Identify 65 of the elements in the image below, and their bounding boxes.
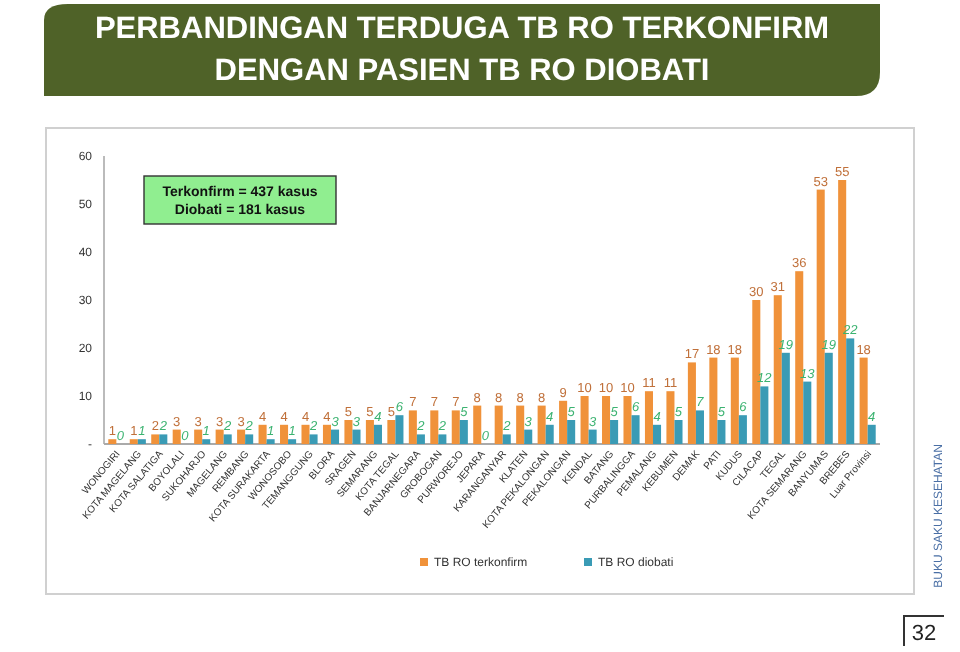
- bar: [473, 405, 482, 444]
- bar: [803, 381, 812, 444]
- bar: [258, 424, 267, 444]
- bar: [309, 434, 318, 444]
- bar: [408, 410, 417, 444]
- bar: [824, 352, 833, 444]
- bar: [580, 396, 589, 444]
- bar: [644, 391, 653, 444]
- bar: [653, 424, 662, 444]
- bar: [159, 434, 168, 444]
- bar: [738, 415, 747, 444]
- bar: [631, 415, 640, 444]
- bar: [223, 434, 232, 444]
- bar: [602, 396, 611, 444]
- chart-title: PERBANDINGAN TERDUGA TB RO TERKONFIRM DENGAN PASIEN TB RO DIOBATI: [94, 12, 830, 88]
- bar: [451, 410, 460, 444]
- bar: [322, 424, 331, 444]
- bar: [781, 352, 790, 444]
- bar: [537, 405, 546, 444]
- bar: [151, 434, 160, 444]
- bar: [773, 295, 782, 444]
- bar: [172, 429, 181, 444]
- bar: [352, 429, 361, 444]
- bar: [666, 391, 675, 444]
- bar: [301, 424, 310, 444]
- bar: [695, 410, 704, 444]
- bar: [610, 420, 619, 444]
- bar: [816, 189, 825, 444]
- bar: [674, 420, 683, 444]
- bar: [516, 405, 525, 444]
- bar: [344, 420, 353, 444]
- bar: [730, 357, 739, 444]
- bar: [502, 434, 511, 444]
- bar: [545, 424, 554, 444]
- bar: [331, 429, 340, 444]
- bar: [237, 429, 246, 444]
- bar: [438, 434, 447, 444]
- bar: [395, 415, 404, 444]
- bar: [245, 434, 254, 444]
- bar: [365, 420, 374, 444]
- bar: [567, 420, 576, 444]
- bar: [494, 405, 503, 444]
- bar: [717, 420, 726, 444]
- bar: [859, 357, 868, 444]
- bar: [760, 386, 769, 444]
- bar: [795, 271, 804, 444]
- bar: [280, 424, 289, 444]
- bar: [867, 424, 876, 444]
- bar: [623, 396, 632, 444]
- bar: [373, 424, 382, 444]
- bar: [430, 410, 439, 444]
- bar: [588, 429, 597, 444]
- bar: [559, 400, 568, 444]
- text: 32: [911, 622, 937, 646]
- bar: [194, 429, 203, 444]
- bar: [687, 362, 696, 444]
- bar: [459, 420, 468, 444]
- bar: [387, 420, 396, 444]
- bar: [416, 434, 425, 444]
- bar: [215, 429, 224, 444]
- bar: [752, 300, 761, 444]
- bar: [524, 429, 533, 444]
- bar: [709, 357, 718, 444]
- bar: [838, 180, 847, 444]
- bar: [846, 338, 855, 444]
